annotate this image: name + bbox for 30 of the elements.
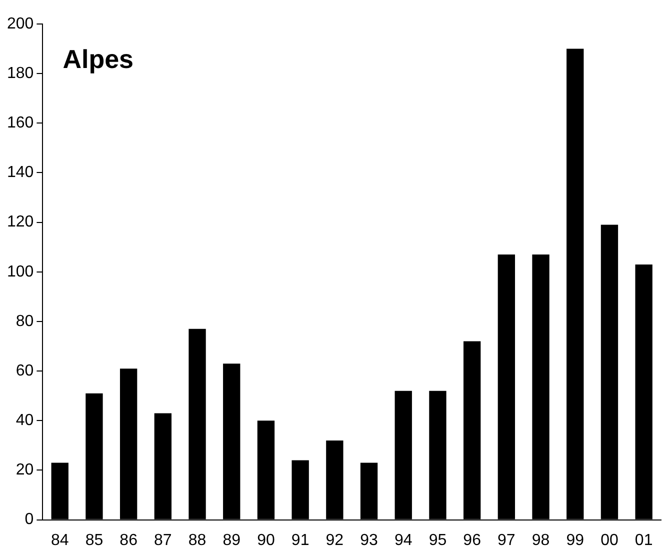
x-tick-label: 92 bbox=[326, 532, 344, 549]
y-tick-label: 140 bbox=[6, 164, 34, 182]
x-tick-label: 97 bbox=[498, 532, 516, 549]
y-tick-label: 60 bbox=[16, 362, 34, 380]
x-tick-label: 95 bbox=[428, 532, 447, 549]
y-tick-label: 80 bbox=[16, 312, 34, 330]
y-tick-label: 0 bbox=[24, 511, 34, 528]
x-tick-label: 01 bbox=[634, 532, 653, 549]
x-tick-label: 84 bbox=[50, 532, 69, 549]
y-tick-label: 40 bbox=[16, 412, 34, 430]
x-tick-label: 88 bbox=[188, 532, 206, 549]
x-tick-label: 90 bbox=[257, 532, 275, 549]
x-tick-label: 86 bbox=[120, 532, 138, 549]
y-tick-label: 100 bbox=[6, 263, 34, 280]
y-tick-label: 200 bbox=[6, 15, 34, 32]
x-tick-label: 96 bbox=[463, 532, 482, 549]
y-tick-label: 120 bbox=[6, 214, 34, 231]
x-tick-label: 91 bbox=[291, 532, 310, 549]
x-tick-label: 98 bbox=[532, 532, 550, 549]
y-tick-label: 160 bbox=[6, 114, 34, 132]
x-tick-label: 99 bbox=[566, 532, 584, 549]
y-tick-label: 20 bbox=[16, 462, 34, 479]
y-tick-label: 180 bbox=[6, 64, 34, 82]
text: Alpes bbox=[62, 44, 134, 74]
x-tick-label: 85 bbox=[85, 532, 104, 549]
x-tick-label: 87 bbox=[154, 532, 172, 549]
x-tick-label: 00 bbox=[600, 532, 618, 549]
x-tick-label: 94 bbox=[394, 532, 412, 549]
x-tick-label: 89 bbox=[222, 532, 241, 549]
x-tick-label: 93 bbox=[360, 532, 378, 549]
